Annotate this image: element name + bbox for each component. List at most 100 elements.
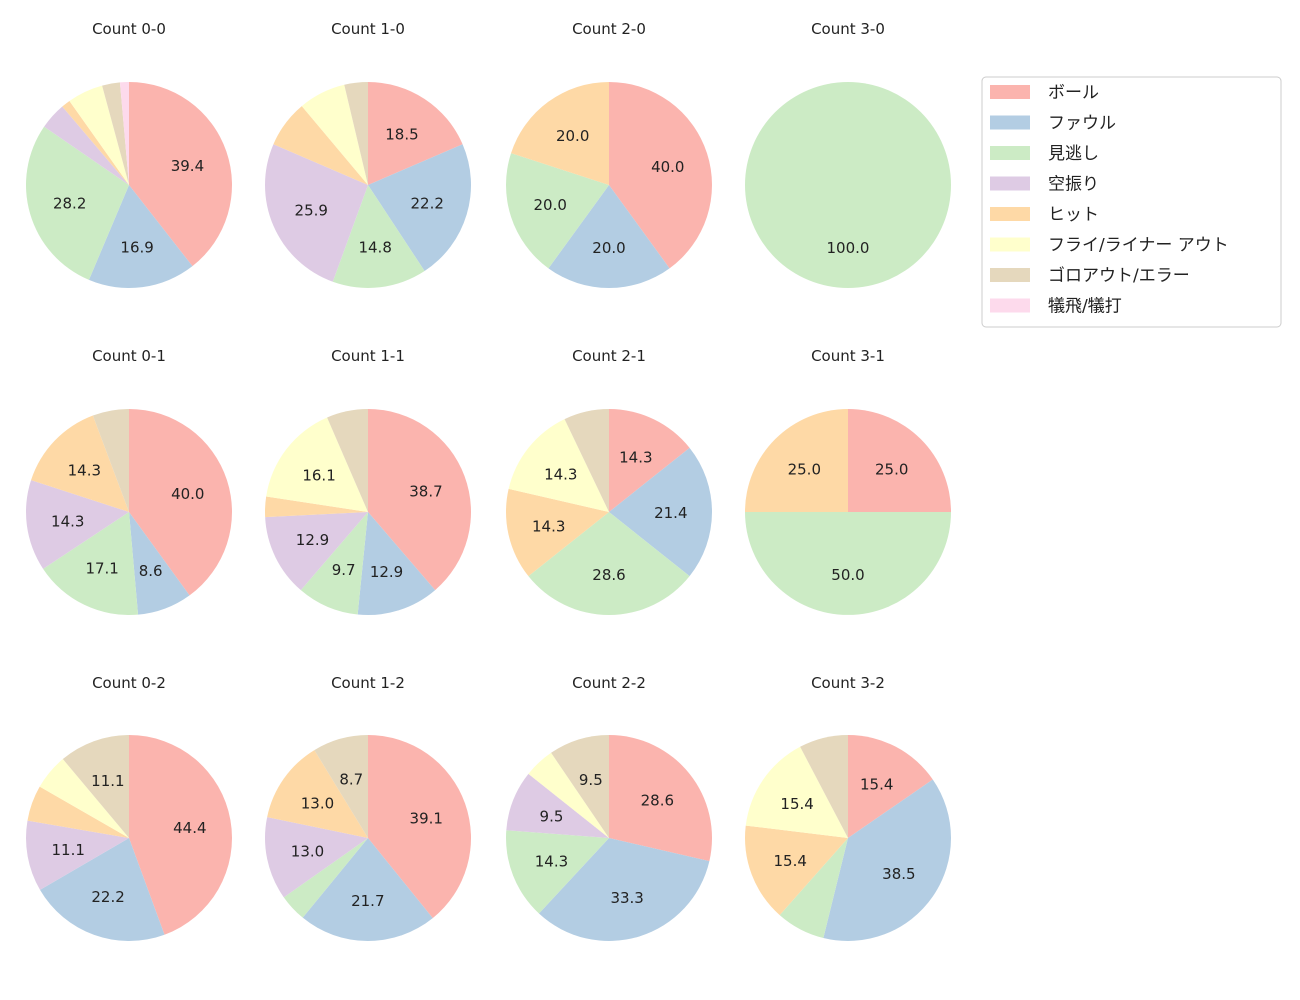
slice-label: 100.0: [827, 239, 870, 257]
slice-label: 21.4: [654, 504, 687, 522]
slice-label: 28.6: [641, 792, 674, 810]
pie-slice-4: [744, 825, 848, 916]
pie-slice-4: [265, 496, 368, 518]
pie-count-0-0: Count 0-0 39.4 16.9 28.2: [25, 20, 232, 288]
slice-label: 14.3: [51, 512, 84, 530]
pie-slice-5: [745, 746, 848, 838]
pie-slice-5: [39, 759, 129, 838]
slice-label: 9.7: [332, 561, 356, 579]
slice-label: 14.3: [535, 853, 568, 871]
slice-label: 18.5: [385, 125, 418, 143]
pie-slice-2: [283, 838, 368, 918]
slice-label: 20.0: [592, 239, 625, 257]
pie-slice-2: [43, 512, 139, 615]
legend-swatch: [990, 207, 1030, 221]
slice-label: 33.3: [610, 889, 643, 907]
pie-title: Count 2-2: [572, 674, 646, 692]
slice-label: 12.9: [296, 531, 329, 549]
slice-label: 22.2: [411, 195, 444, 213]
pie-slice-7: [119, 82, 129, 185]
pie-slice-4: [267, 750, 368, 838]
legend-entry: ヒット: [1048, 205, 1099, 225]
pie-slice-3: [44, 106, 129, 185]
slice-label: 16.1: [302, 466, 335, 484]
pie-slice-4: [745, 409, 848, 512]
pie-count-2-1: Count 2-1 14.3 21.4 28.6 14.3 14.3: [505, 347, 713, 616]
legend-entry: フライ/ライナー アウト: [1048, 236, 1229, 256]
pie-slice-2: [745, 82, 951, 288]
slice-label: 14.3: [68, 461, 101, 479]
pie-slice-4: [505, 488, 609, 577]
pie-slice-6: [102, 82, 129, 185]
pie-count-1-2: Count 1-2 39.1 21.7 13.0 13.0 8.7: [265, 674, 471, 941]
pie-slice-2: [300, 512, 368, 615]
pie-slice-1: [368, 144, 471, 272]
pie-slice-1: [88, 185, 193, 288]
pie-slice-2: [506, 153, 609, 269]
pie-slice-1: [609, 447, 713, 577]
legend-frame: [981, 76, 1282, 328]
slice-label: 20.0: [556, 127, 589, 145]
slice-label: 40.0: [651, 158, 684, 176]
slice-label: 17.1: [85, 560, 118, 578]
pie-slice-5: [301, 84, 368, 185]
pie-slice-3: [26, 820, 129, 890]
legend-entry: ゴロアウト/エラー: [1048, 265, 1190, 286]
pie-slice-2: [332, 185, 425, 288]
pie-slice-4: [273, 106, 368, 185]
pie-slice-3: [26, 480, 129, 569]
pie-slice-0: [129, 82, 232, 267]
slice-label: 9.5: [579, 771, 603, 789]
slice-label: 50.0: [831, 566, 864, 584]
pie-slice-6: [564, 409, 609, 512]
pie-slice-0: [609, 409, 690, 512]
slice-label: 15.4: [774, 852, 807, 870]
slice-label: 14.8: [358, 238, 391, 256]
pie-slice-0: [848, 409, 951, 512]
pie-slice-0: [609, 82, 713, 269]
pie-title: Count 3-1: [811, 347, 885, 365]
pie-slice-2: [528, 512, 690, 616]
slice-label: 15.4: [780, 795, 813, 813]
pie-slice-0: [368, 409, 472, 591]
slice-label: 9.5: [540, 807, 564, 825]
slice-label: 25.0: [788, 460, 821, 478]
legend-swatch: [990, 146, 1030, 160]
pie-slice-1: [302, 838, 433, 941]
pie-title: Count 1-0: [331, 20, 405, 38]
legend-entry: 見逃し: [1048, 144, 1099, 164]
pie-slice-2: [506, 830, 609, 914]
pie-title: Count 0-0: [92, 20, 166, 38]
pie-slice-3: [265, 144, 368, 282]
legend-entry: ファウル: [1048, 114, 1116, 134]
pie-slice-1: [548, 185, 670, 288]
pie-title: Count 3-2: [811, 674, 885, 692]
pie-slice-4: [511, 82, 609, 185]
pie-slice-5: [528, 752, 609, 838]
legend-swatch: [990, 85, 1030, 99]
legend-entry: 犠飛/犠打: [1048, 297, 1122, 317]
slice-label: 38.5: [882, 865, 915, 883]
pie-title: Count 3-0: [811, 20, 885, 38]
pie-slice-5: [508, 419, 609, 512]
pie-slice-6: [92, 409, 129, 512]
pie-slice-1: [538, 838, 710, 941]
slice-label: 12.9: [370, 563, 403, 581]
pie-slice-3: [265, 817, 368, 898]
pie-count-2-0: Count 2-0 40.0 20.0 20.0 20.0: [506, 20, 713, 288]
pie-slice-6: [551, 735, 609, 838]
slice-label: 25.0: [875, 460, 908, 478]
slice-label: 13.0: [301, 794, 334, 812]
slice-label: 22.2: [91, 888, 124, 906]
pie-slice-6: [327, 409, 368, 512]
pie-slice-3: [265, 512, 368, 591]
legend-swatch: [990, 237, 1030, 252]
slice-label: 40.0: [171, 485, 204, 503]
legend-entry: ボール: [1048, 83, 1099, 103]
slice-label: 15.4: [860, 775, 893, 793]
slice-label: 11.1: [51, 841, 84, 859]
pie-slice-6: [62, 735, 129, 838]
pie-slice-0: [368, 82, 463, 185]
